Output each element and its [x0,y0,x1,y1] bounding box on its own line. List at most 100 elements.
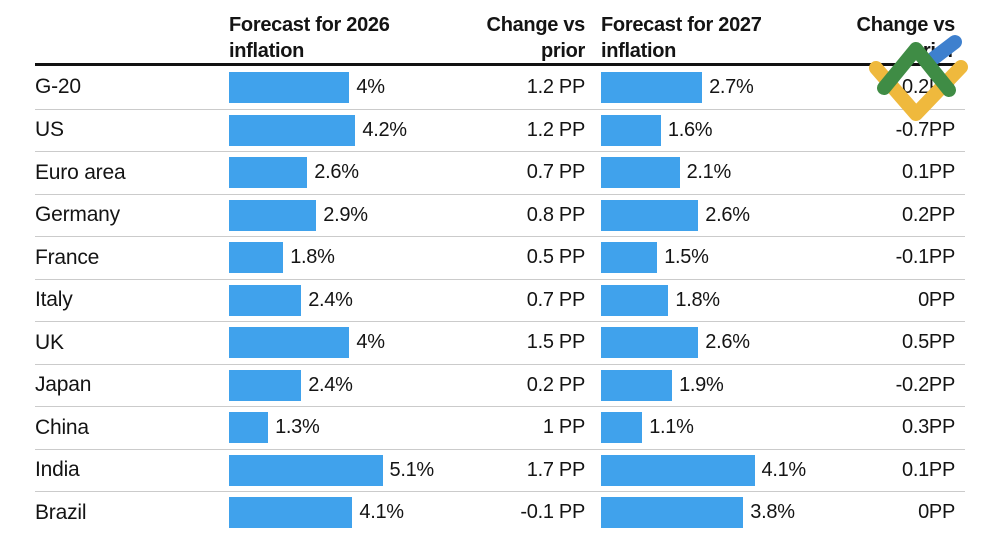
forecast-2026-value: 2.6% [314,161,359,184]
row-label: UK [35,330,64,354]
table-row: G-20 4% 1.2 PP 2.7% 0.2PP [35,66,965,109]
change-2027-value: -0.1PP [895,246,956,269]
forecast-2026-cell: 4.2% [229,114,460,146]
forecast-2026-value: 2.4% [308,373,353,396]
forecast-2026-cell: 1.3% [229,412,460,444]
forecast-2026-bar [229,242,284,274]
header-forecast-2026: Forecast for 2026 inflation [229,14,390,62]
forecast-2027-value: 3.8% [750,501,795,524]
change-2027-value: 0.1PP [902,161,955,184]
row-label: G-20 [35,75,81,99]
change-2026-value: -0.1 PP [520,501,585,524]
forecast-2027-bar [601,369,673,401]
table-row: China 1.3% 1 PP 1.1% 0.3PP [35,406,965,449]
forecast-2027-value: 1.6% [667,118,713,141]
forecast-2026-value: 4% [356,75,385,98]
change-2026-value: 0.2 PP [526,373,586,396]
row-label: France [35,245,100,269]
row-label: Euro area [35,160,126,184]
change-2026-value: 0.8 PP [526,203,586,226]
forecast-table: Forecast for 2026 inflation Change vs pr… [35,0,965,534]
change-2026-value: 0.7 PP [526,288,586,311]
forecast-2027-bar [601,71,703,103]
change-2026-value: 1.2 PP [526,118,586,141]
forecast-2026-value: 4.1% [359,501,404,524]
forecast-2026-value: 4.2% [362,118,407,141]
table-row: Germany 2.9% 0.8 PP 2.6% 0.2PP [35,193,965,237]
row-label: Germany [35,203,120,227]
forecast-2027-value: 1.9% [679,373,724,396]
forecast-2027-bar [601,199,699,231]
table-row: US 4.2% 1.2 PP 1.6% -0.7PP [35,108,965,152]
change-2027-value: 0.2PP [902,75,955,98]
header-change-2027: Change vs prior [856,14,956,62]
table-row: UK 4% 1.5 PP 2.6% 0.5PP [35,321,965,364]
change-2027-value: 0.2PP [902,203,955,226]
table-body: G-20 4% 1.2 PP 2.7% 0.2PP US 4.2% 1.2 PP 1.6% -0.… [35,66,965,534]
change-2026-value: 1 PP [542,416,585,439]
table-row: India 5.1% 1.7 PP 4.1% 0.1PP [35,448,965,492]
row-label: US [35,118,64,142]
forecast-2027-cell: 2.6% [601,327,832,359]
forecast-2026-value: 2.4% [308,288,353,311]
change-2026-value: 1.2 PP [526,75,586,98]
forecast-2026-cell: 2.6% [229,157,460,189]
forecast-2026-cell: 1.8% [229,242,460,274]
forecast-2026-cell: 5.1% [229,454,460,486]
forecast-2026-cell: 4% [229,327,460,359]
forecast-2027-value: 2.6% [705,331,750,354]
forecast-2027-value: 1.5% [664,246,709,269]
forecast-2027-value: 2.6% [705,203,750,226]
forecast-2026-value: 1.8% [290,246,335,269]
forecast-2027-value: 2.1% [686,161,732,184]
forecast-2026-bar [229,497,353,529]
forecast-2026-bar [229,327,350,359]
row-label: China [35,415,89,439]
change-2027-value: 0PP [918,501,955,524]
change-2027-value: 0.1PP [902,458,955,481]
table-row: Euro area 2.6% 0.7 PP 2.1% 0.1PP [35,151,965,194]
row-label: Brazil [35,500,87,524]
forecast-2026-cell: 4% [229,71,460,103]
forecast-2027-bar [601,412,643,444]
forecast-2027-bar [601,284,669,316]
forecast-2027-value: 1.8% [675,288,720,311]
change-2027-value: -0.2PP [895,373,956,396]
forecast-2026-value: 2.9% [323,203,368,226]
table-row: Italy 2.4% 0.7 PP 1.8% 0PP [35,278,965,322]
forecast-2026-bar [229,454,383,486]
forecast-2026-bar [229,114,356,146]
forecast-2027-cell: 3.8% [601,497,832,529]
forecast-2026-bar [229,412,269,444]
table-row: Brazil 4.1% -0.1 PP 3.8% 0PP [35,491,965,534]
forecast-2027-bar [601,242,658,274]
forecast-2026-cell: 2.4% [229,369,460,401]
forecast-2027-cell: 2.7% [601,71,832,103]
row-label: India [35,458,80,482]
table-row: France 1.8% 0.5 PP 1.5% -0.1PP [35,236,965,279]
forecast-2026-cell: 4.1% [229,497,460,529]
change-2026-value: 0.7 PP [526,161,586,184]
forecast-2026-bar [229,284,302,316]
change-2027-value: 0PP [918,288,955,311]
table-header-row: Forecast for 2026 inflation Change vs pr… [35,0,965,66]
forecast-2027-bar [601,454,755,486]
table-row: Japan 2.4% 0.2 PP 1.9% -0.2PP [35,363,965,407]
forecast-2027-cell: 1.9% [601,369,832,401]
change-2026-value: 0.5 PP [526,246,586,269]
change-2026-value: 1.7 PP [526,458,586,481]
row-label: Italy [35,288,73,312]
forecast-2027-cell: 2.1% [601,157,832,189]
forecast-2026-bar [229,157,308,189]
forecast-2026-value: 5.1% [389,458,435,481]
forecast-2027-value: 2.7% [709,75,754,98]
row-label: Japan [35,373,92,397]
forecast-2027-cell: 4.1% [601,454,832,486]
forecast-2027-cell: 1.1% [601,412,832,444]
forecast-2026-cell: 2.9% [229,199,460,231]
forecast-2027-bar [601,327,699,359]
forecast-2026-value: 1.3% [275,416,320,439]
change-2027-value: 0.3PP [902,416,955,439]
forecast-2027-value: 1.1% [649,416,694,439]
